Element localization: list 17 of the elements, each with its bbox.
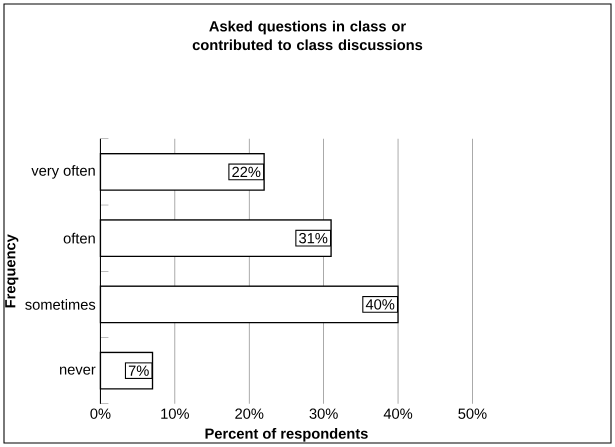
data-label: 40% — [366, 299, 394, 310]
y-tick-label: very often — [31, 165, 95, 179]
y-axis-title: Frequency — [5, 234, 18, 308]
x-tick-label: 10% — [161, 408, 189, 419]
x-tick-label: 20% — [235, 408, 264, 419]
data-label: 31% — [299, 232, 328, 244]
x-tick-label: 40% — [384, 408, 412, 419]
data-label: 22% — [232, 166, 260, 178]
x-axis-title: Percent of respondents — [206, 428, 368, 442]
x-tick-label: 0% — [90, 408, 110, 419]
y-tick-label: often — [64, 232, 95, 244]
x-tick-label: 30% — [310, 408, 338, 419]
y-tick-label: never — [60, 366, 96, 375]
data-label: 7% — [128, 366, 149, 376]
y-tick-label: sometimes — [25, 299, 96, 310]
x-tick-label: 50% — [458, 408, 487, 419]
chart-title: Asked questions in class or contributed to class discussions — [192, 20, 422, 50]
